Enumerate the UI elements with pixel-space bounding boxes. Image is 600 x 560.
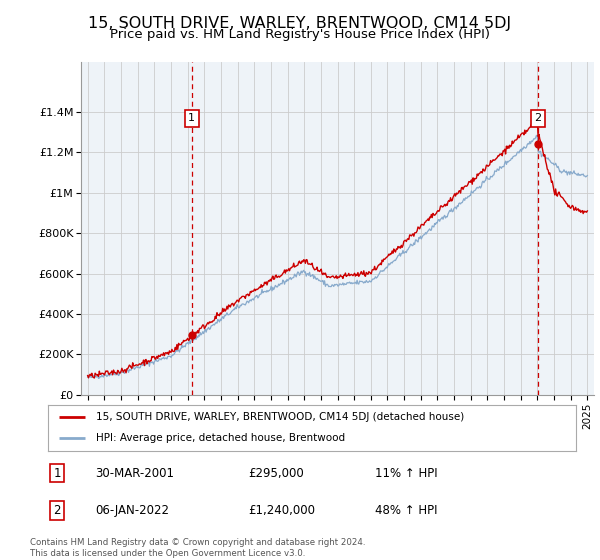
Text: Price paid vs. HM Land Registry's House Price Index (HPI): Price paid vs. HM Land Registry's House … [110, 28, 490, 41]
Text: 2: 2 [534, 113, 541, 123]
Text: £1,240,000: £1,240,000 [248, 505, 316, 517]
Text: 1: 1 [188, 113, 195, 123]
Text: 15, SOUTH DRIVE, WARLEY, BRENTWOOD, CM14 5DJ: 15, SOUTH DRIVE, WARLEY, BRENTWOOD, CM14… [88, 16, 512, 31]
Text: 48% ↑ HPI: 48% ↑ HPI [376, 505, 438, 517]
Text: 2: 2 [53, 505, 61, 517]
Text: 30-MAR-2001: 30-MAR-2001 [95, 466, 175, 479]
Text: 06-JAN-2022: 06-JAN-2022 [95, 505, 170, 517]
Text: Contains HM Land Registry data © Crown copyright and database right 2024.
This d: Contains HM Land Registry data © Crown c… [30, 538, 365, 558]
Text: 1: 1 [53, 466, 61, 479]
Text: 15, SOUTH DRIVE, WARLEY, BRENTWOOD, CM14 5DJ (detached house): 15, SOUTH DRIVE, WARLEY, BRENTWOOD, CM14… [95, 412, 464, 422]
Text: 11% ↑ HPI: 11% ↑ HPI [376, 466, 438, 479]
Text: HPI: Average price, detached house, Brentwood: HPI: Average price, detached house, Bren… [95, 433, 344, 444]
Text: £295,000: £295,000 [248, 466, 304, 479]
